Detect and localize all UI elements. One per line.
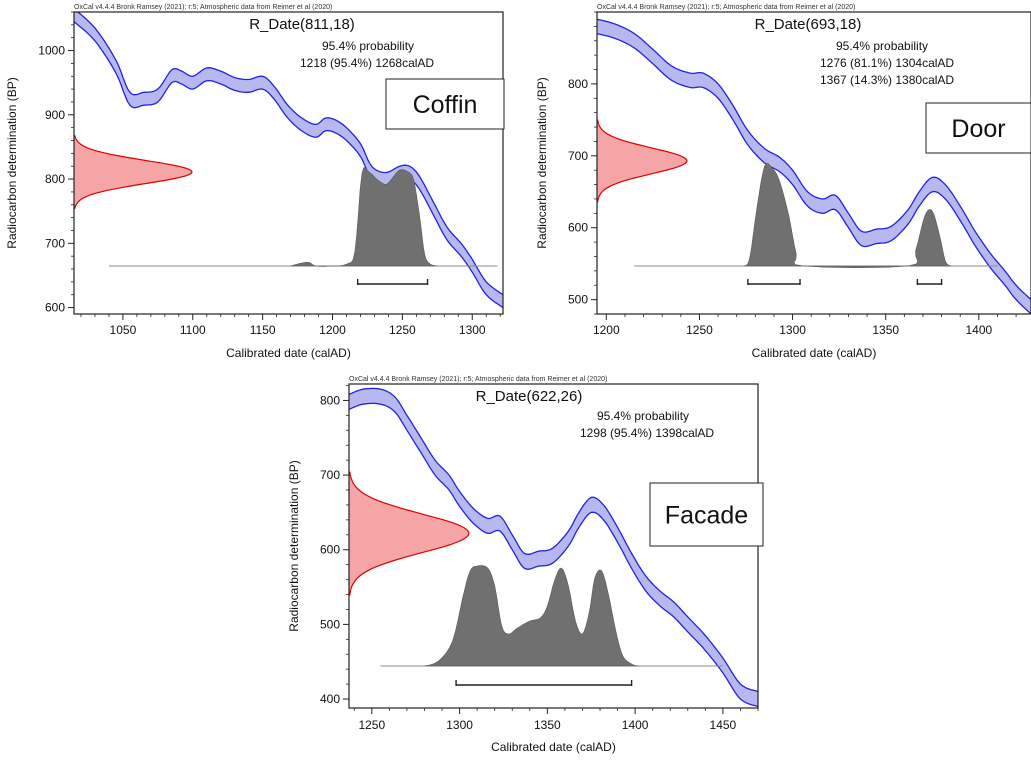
measurement-likelihood-edge [597, 119, 688, 203]
x-tick-label: 1200 [593, 323, 620, 337]
x-tick-label: 1300 [779, 323, 806, 337]
sample-label-box [925, 102, 1031, 154]
calibration-curve-upper [76, 12, 503, 296]
x-tick-label: 1200 [319, 323, 346, 337]
range-bar [747, 279, 801, 285]
x-axis-label: Calibrated date (calAD) [752, 346, 877, 360]
sample-label: Door [951, 115, 1005, 143]
range-text: 1367 (14.3%) 1380calAD [820, 73, 954, 87]
date-title: R_Date(811,18) [249, 16, 355, 33]
y-axis-label: Radiocarbon determination (BP) [5, 77, 19, 248]
y-axis-label: Radiocarbon determination (BP) [287, 460, 301, 631]
x-tick-label: 1400 [622, 718, 649, 732]
y-tick-label: 1000 [38, 44, 65, 58]
calibration-curve-lower [597, 32, 1031, 314]
x-tick-label: 1450 [710, 718, 737, 732]
y-tick-label: 500 [320, 617, 340, 631]
range-text: 1218 (95.4%) 1268calAD [300, 56, 434, 70]
range-text: 1276 (81.1%) 1304calAD [820, 56, 954, 70]
date-title: R_Date(693,18) [755, 16, 862, 33]
probability-heading: 95.4% probability [322, 39, 414, 53]
oxcal-credit: OxCal v4.4.4 Bronk Ramsey (2021); r:5; A… [597, 4, 855, 11]
y-tick-label: 700 [45, 236, 65, 250]
calibration-curve-upper [349, 387, 758, 693]
calibrated-probability [290, 167, 438, 267]
plot-area [349, 387, 758, 708]
x-tick-label: 1150 [250, 323, 276, 337]
measurement-likelihood [74, 135, 192, 209]
x-axis-label: Calibrated date (calAD) [491, 740, 616, 754]
y-tick-label: 800 [568, 77, 588, 91]
plot-area [597, 18, 1031, 314]
x-tick-label: 1250 [389, 323, 416, 337]
calibration-curve-band [74, 12, 503, 308]
calibrated-probability [424, 565, 639, 667]
probability-heading: 95.4% probability [597, 409, 689, 423]
plot-frame [73, 11, 504, 315]
range-bar [916, 279, 943, 285]
y-tick-label: 400 [320, 692, 340, 706]
calibration-curve-upper [597, 18, 1031, 301]
x-tick-label: 1250 [358, 718, 385, 732]
x-tick-label: 1300 [459, 323, 486, 337]
x-tick-label: 1350 [534, 718, 561, 732]
oxcal-credit: OxCal v4.4.4 Bronk Ramsey (2021); r:5; A… [74, 4, 332, 11]
calibration-curve-lower [74, 21, 503, 309]
sample-label: Facade [665, 502, 748, 530]
sample-label-box [385, 78, 505, 130]
date-title: R_Date(622,26) [476, 388, 583, 405]
calibration-curve-band [597, 19, 1031, 314]
y-tick-label: 700 [320, 468, 340, 482]
y-tick-label: 700 [568, 149, 588, 163]
measurement-likelihood-edge [74, 135, 193, 210]
measurement-likelihood [349, 471, 469, 596]
y-tick-label: 600 [45, 301, 65, 315]
x-tick-label: 1350 [872, 323, 899, 337]
y-tick-label: 800 [320, 393, 340, 407]
x-tick-label: 1050 [110, 323, 137, 337]
y-tick-label: 600 [320, 543, 340, 557]
y-tick-label: 600 [568, 221, 588, 235]
measurement-likelihood-edge [349, 471, 470, 596]
x-tick-label: 1100 [180, 323, 206, 337]
oxcal-credit: OxCal v4.4.4 Bronk Ramsey (2021); r:5; A… [349, 376, 607, 383]
range-text: 1298 (95.4%) 1398calAD [580, 426, 714, 440]
probability-heading: 95.4% probability [836, 39, 928, 53]
range-bar [455, 680, 633, 686]
measurement-likelihood [597, 119, 687, 203]
y-tick-label: 900 [45, 108, 65, 122]
x-axis-label: Calibrated date (calAD) [226, 346, 351, 360]
y-tick-label: 500 [568, 293, 588, 307]
range-bar [356, 279, 429, 285]
calibration-panel-3: OxCal v4.4.4 Bronk Ramsey (2021); r:5; A… [287, 376, 764, 754]
plot-area [74, 12, 503, 309]
calibrated-probability [744, 162, 952, 269]
x-tick-label: 1250 [686, 323, 713, 337]
plot-frame [596, 11, 1031, 315]
x-tick-label: 1300 [446, 718, 473, 732]
calibration-panel-1: OxCal v4.4.4 Bronk Ramsey (2021); r:5; A… [5, 4, 505, 360]
sample-label: Coffin [413, 91, 478, 119]
calibration-panel-2: OxCal v4.4.4 Bronk Ramsey (2021); r:5; A… [535, 4, 1031, 360]
y-tick-label: 800 [45, 172, 65, 186]
sample-label-box [649, 482, 764, 547]
x-tick-label: 1400 [965, 323, 992, 337]
calibration-curve-lower [349, 402, 758, 708]
y-axis-label: Radiocarbon determination (BP) [535, 77, 549, 248]
